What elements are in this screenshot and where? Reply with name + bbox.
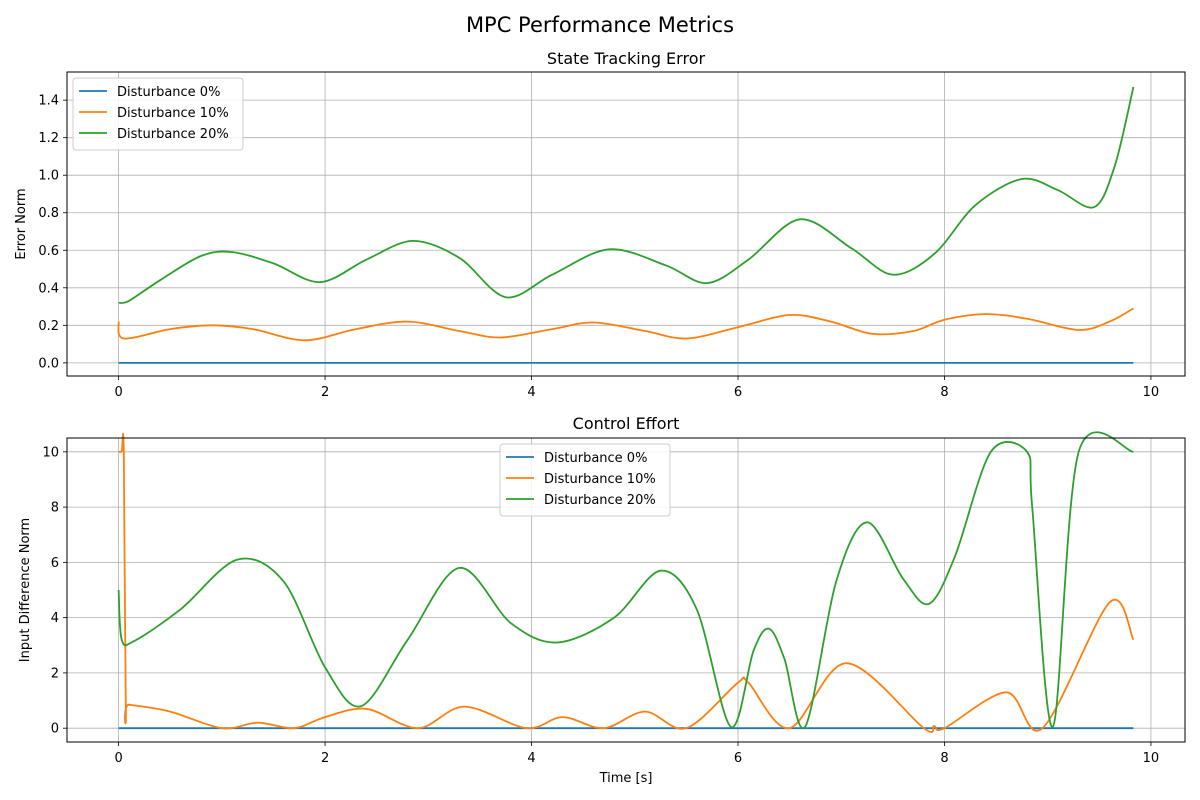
legend-label: Disturbance 0% [117, 85, 220, 100]
figure-title: MPC Performance Metrics [466, 13, 734, 37]
legend: Disturbance 0% Disturbance 10% Disturbance… [72, 77, 244, 151]
x-tick-label: 8 [940, 385, 948, 400]
y-tick-label: 10 [42, 445, 59, 460]
y-tick-label: 0.2 [38, 319, 59, 334]
x-tick-label: 4 [527, 751, 535, 766]
series-lines [117, 431, 1135, 733]
series-lines [117, 86, 1135, 364]
y-axis-label: Error Norm [14, 188, 29, 259]
x-tick-label: 6 [734, 385, 742, 400]
y-tick-label: 0.8 [38, 206, 59, 221]
y-tick-label: 0.0 [38, 356, 59, 371]
series-line-disturbance-10 [117, 307, 1134, 342]
y-axis-label: Input Difference Norm [18, 518, 33, 662]
legend: Disturbance 0% Disturbance 10% Disturbance… [499, 443, 671, 517]
plot-title: State Tracking Error [547, 49, 706, 68]
y-tick-label: 1.4 [38, 94, 59, 109]
control-effort-plot: Control Effort 0 2 4 6 8 10 0 2 4 6 8 10 Input Diff… [18, 414, 1186, 786]
legend-label: Disturbance 10% [544, 472, 656, 487]
x-tick-label: 10 [1143, 385, 1160, 400]
legend-label: Disturbance 10% [117, 106, 229, 121]
x-tick-label: 2 [321, 751, 329, 766]
legend-label: Disturbance 20% [117, 127, 229, 142]
axes-frame [66, 437, 1186, 743]
y-tick-label: 0 [51, 722, 59, 737]
legend-label: Disturbance 0% [544, 451, 647, 466]
axis-ticks: 0 2 4 6 8 10 0 2 4 6 8 10 [42, 445, 1159, 766]
series-line-disturbance-10 [118, 432, 1135, 733]
x-tick-label: 2 [321, 385, 329, 400]
y-tick-label: 0.4 [38, 281, 59, 296]
x-tick-label: 10 [1143, 751, 1160, 766]
legend-box [499, 443, 671, 517]
y-tick-label: 8 [51, 501, 59, 516]
y-tick-label: 6 [51, 556, 59, 571]
y-tick-label: 2 [51, 666, 59, 681]
y-tick-label: 1.0 [38, 169, 59, 184]
x-tick-label: 0 [114, 751, 122, 766]
axis-ticks: 0 2 4 6 8 10 0.0 0.2 0.4 0.6 0.8 1.0 1.2 1.4 [38, 94, 1159, 400]
state-tracking-error-plot: State Tracking Error 0 2 4 6 8 10 0.0 0.2 0.4 0.6… [14, 49, 1186, 400]
y-tick-label: 0.6 [38, 244, 59, 259]
series-line-disturbance-20 [118, 86, 1135, 304]
series-line-disturbance-20 [117, 431, 1134, 730]
x-tick-label: 8 [940, 751, 948, 766]
legend-label: Disturbance 20% [544, 493, 656, 508]
plot-title: Control Effort [573, 414, 680, 433]
y-tick-label: 1.2 [38, 131, 59, 146]
axes-frame [66, 71, 1186, 377]
x-tick-label: 4 [527, 385, 535, 400]
y-tick-label: 4 [51, 611, 59, 626]
legend-box [72, 77, 244, 151]
x-tick-label: 6 [734, 751, 742, 766]
x-axis-label: Time [s] [599, 771, 653, 786]
x-tick-label: 0 [114, 385, 122, 400]
